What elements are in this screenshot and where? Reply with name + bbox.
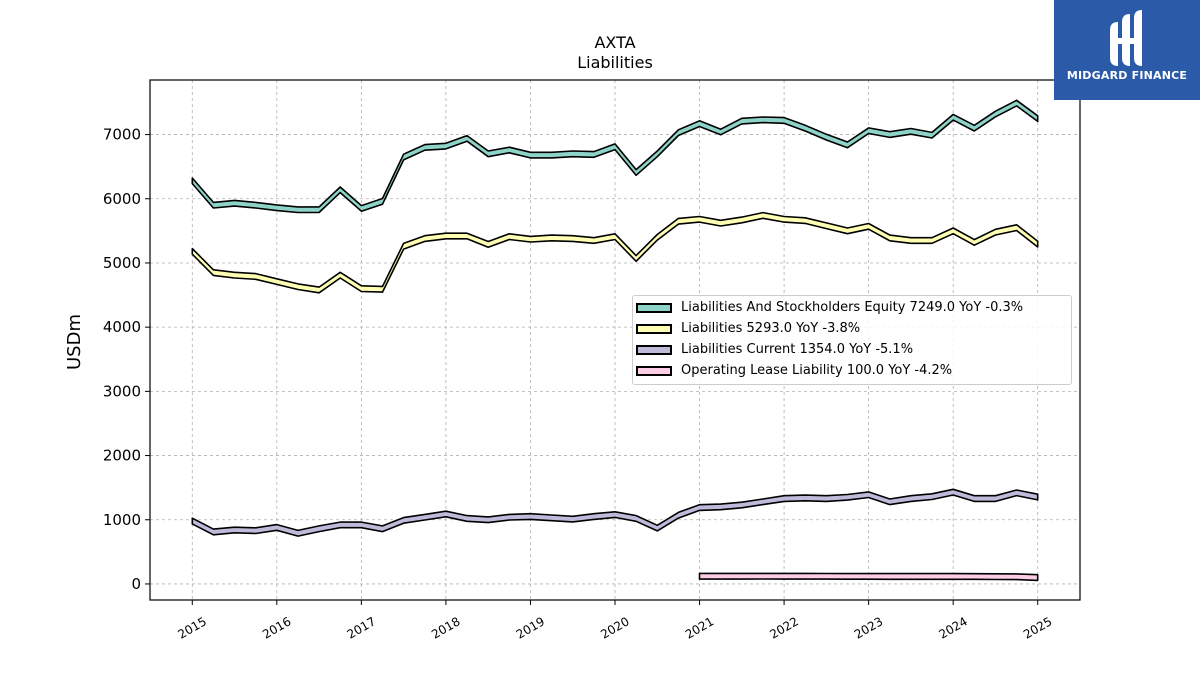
y-tick-label: 5000 (103, 254, 141, 272)
y-tick-label: 6000 (103, 190, 141, 208)
y-tick-label: 2000 (103, 447, 141, 465)
x-tick-label: 2024 (936, 614, 969, 641)
chart-title: AXTA (594, 33, 635, 52)
y-tick-label: 4000 (103, 318, 141, 336)
x-tick-label: 2021 (683, 614, 716, 641)
chart-subtitle: Liabilities (577, 53, 653, 72)
series-band-0 (191, 99, 1039, 214)
legend-item-liabilities: Liabilities 5293.0 YoY -3.8% (633, 320, 1071, 340)
x-tick-label: 2016 (260, 614, 293, 641)
brand-name: MIDGARD FINANCE (1066, 69, 1188, 82)
x-tick-label: 2017 (345, 614, 378, 641)
legend-label-equity: Liabilities And Stockholders Equity 7249… (681, 300, 1024, 315)
series-band-3 (698, 572, 1039, 582)
x-tick-label: 2019 (514, 614, 547, 641)
x-axis-ticks: 2015 2016 2017 2018 2019 2020 2021 2022 2023 2024… (176, 600, 1054, 642)
y-tick-label: 0 (131, 575, 141, 593)
legend: Liabilities And Stockholders Equity 7249… (632, 295, 1072, 385)
legend-label-lease: Operating Lease Liability 100.0 YoY -4.2… (681, 363, 953, 378)
y-tick-label: 1000 (103, 511, 141, 529)
y-axis-label: USDm (64, 314, 85, 370)
series-layer (191, 99, 1039, 582)
y-axis-ticks: 0 1000 2000 3000 4000 5000 6000 7000 (103, 126, 150, 593)
x-tick-label: 2022 (767, 614, 800, 641)
legend-swatch-lease (636, 366, 672, 376)
series-band-2 (191, 488, 1039, 537)
legend-swatch-liabilities (636, 324, 672, 334)
legend-label-liabilities: Liabilities 5293.0 YoY -3.8% (681, 321, 861, 336)
legend-swatch-equity (636, 303, 672, 313)
x-tick-label: 2025 (1021, 614, 1054, 641)
x-tick-label: 2018 (429, 614, 462, 641)
legend-item-lease: Operating Lease Liability 100.0 YoY -4.2… (633, 362, 1071, 382)
legend-item-current: Liabilities Current 1354.0 YoY -5.1% (633, 341, 1071, 361)
y-tick-label: 7000 (103, 126, 141, 144)
x-tick-label: 2015 (176, 614, 209, 641)
legend-item-equity: Liabilities And Stockholders Equity 7249… (633, 299, 1071, 319)
series-band-1 (191, 211, 1039, 294)
brand-logo: MIDGARD FINANCE (1054, 0, 1200, 100)
legend-label-current: Liabilities Current 1354.0 YoY -5.1% (681, 342, 914, 357)
x-tick-label: 2023 (852, 614, 885, 641)
brand-mark-icon (1110, 10, 1142, 66)
x-tick-label: 2020 (598, 614, 631, 641)
y-tick-label: 3000 (103, 382, 141, 400)
legend-swatch-current (636, 345, 672, 355)
